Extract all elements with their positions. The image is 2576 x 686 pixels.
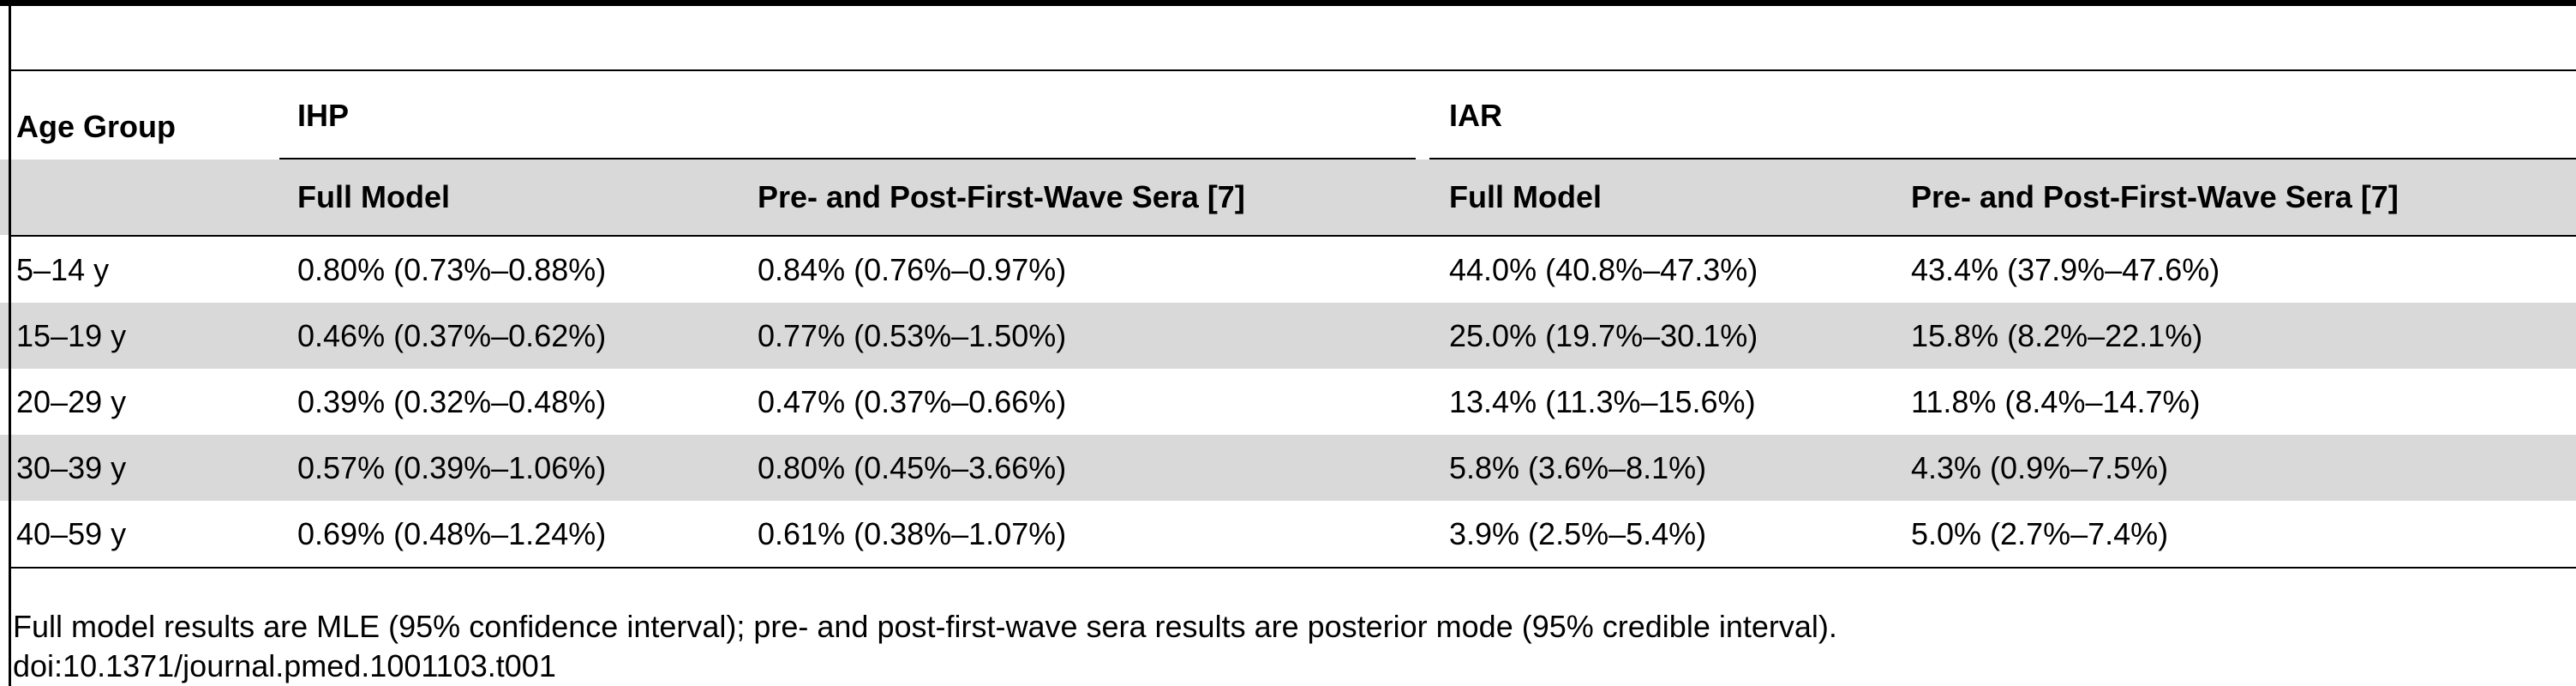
iar-full-model-cell: 25.0% (19.7%–30.1%) <box>1449 318 1758 353</box>
iar-sera-cell: 4.3% (0.9%–7.5%) <box>1911 450 2169 485</box>
ihp-sera-header: Pre- and Post-First-Wave Sera [7] <box>758 179 1245 214</box>
age-group-cell: 30–39 y <box>16 450 127 485</box>
iar-full-model-cell: 3.9% (2.5%–5.4%) <box>1449 516 1707 551</box>
ihp-sera-cell: 0.61% (0.38%–1.07%) <box>758 516 1067 551</box>
table-row: 20–29 y 0.39% (0.32%–0.48%) 0.47% (0.37%… <box>0 369 2576 435</box>
age-group-header: Age Group <box>16 109 176 144</box>
ihp-sera-cell: 0.80% (0.45%–3.66%) <box>758 450 1067 485</box>
age-group-cell: 40–59 y <box>16 516 127 551</box>
ihp-full-model-cell: 0.57% (0.39%–1.06%) <box>297 450 607 485</box>
iar-full-model-cell: 44.0% (40.8%–47.3%) <box>1449 252 1758 287</box>
doi-text: doi:10.1371/journal.pmed.1001103.t001 <box>13 648 556 683</box>
subheader-row: Full Model Pre- and Post-First-Wave Sera… <box>0 159 2576 235</box>
ihp-full-model-cell: 0.46% (0.37%–0.62%) <box>297 318 607 353</box>
table-footnote: Full model results are MLE (95% confiden… <box>13 609 1837 644</box>
bottom-rule <box>11 567 2576 569</box>
left-border <box>9 0 11 686</box>
iar-sera-cell: 5.0% (2.7%–7.4%) <box>1911 516 2169 551</box>
iar-sera-cell: 15.8% (8.2%–22.1%) <box>1911 318 2203 353</box>
iar-group-header: IAR <box>1449 98 1502 133</box>
ihp-group-underline <box>279 158 1416 159</box>
ihp-sera-cell: 0.84% (0.76%–0.97%) <box>758 252 1067 287</box>
ihp-full-model-cell: 0.69% (0.48%–1.24%) <box>297 516 607 551</box>
table-row: 30–39 y 0.57% (0.39%–1.06%) 0.80% (0.45%… <box>0 435 2576 501</box>
iar-sera-cell: 43.4% (37.9%–47.6%) <box>1911 252 2220 287</box>
top-border <box>0 0 2576 6</box>
header-rule <box>11 69 2576 71</box>
subheader-rule <box>11 235 2576 237</box>
ihp-sera-cell: 0.77% (0.53%–1.50%) <box>758 318 1067 353</box>
ihp-full-model-cell: 0.80% (0.73%–0.88%) <box>297 252 607 287</box>
table-row: 15–19 y 0.46% (0.37%–0.62%) 0.77% (0.53%… <box>0 303 2576 369</box>
ihp-full-model-header: Full Model <box>297 179 450 214</box>
iar-sera-header: Pre- and Post-First-Wave Sera [7] <box>1911 179 2399 214</box>
iar-full-model-cell: 13.4% (11.3%–15.6%) <box>1449 384 1756 419</box>
iar-full-model-cell: 5.8% (3.6%–8.1%) <box>1449 450 1707 485</box>
iar-full-model-header: Full Model <box>1449 179 1602 214</box>
table-row: 5–14 y 0.80% (0.73%–0.88%) 0.84% (0.76%–… <box>0 237 2576 303</box>
ihp-group-header: IHP <box>297 98 350 133</box>
age-group-cell: 15–19 y <box>16 318 127 353</box>
age-group-cell: 5–14 y <box>16 252 110 287</box>
ihp-sera-cell: 0.47% (0.37%–0.66%) <box>758 384 1067 419</box>
ihp-full-model-cell: 0.39% (0.32%–0.48%) <box>297 384 607 419</box>
iar-sera-cell: 11.8% (8.4%–14.7%) <box>1911 384 2201 419</box>
age-group-cell: 20–29 y <box>16 384 127 419</box>
iar-group-underline <box>1429 158 2576 159</box>
table-row: 40–59 y 0.69% (0.48%–1.24%) 0.61% (0.38%… <box>0 501 2576 567</box>
